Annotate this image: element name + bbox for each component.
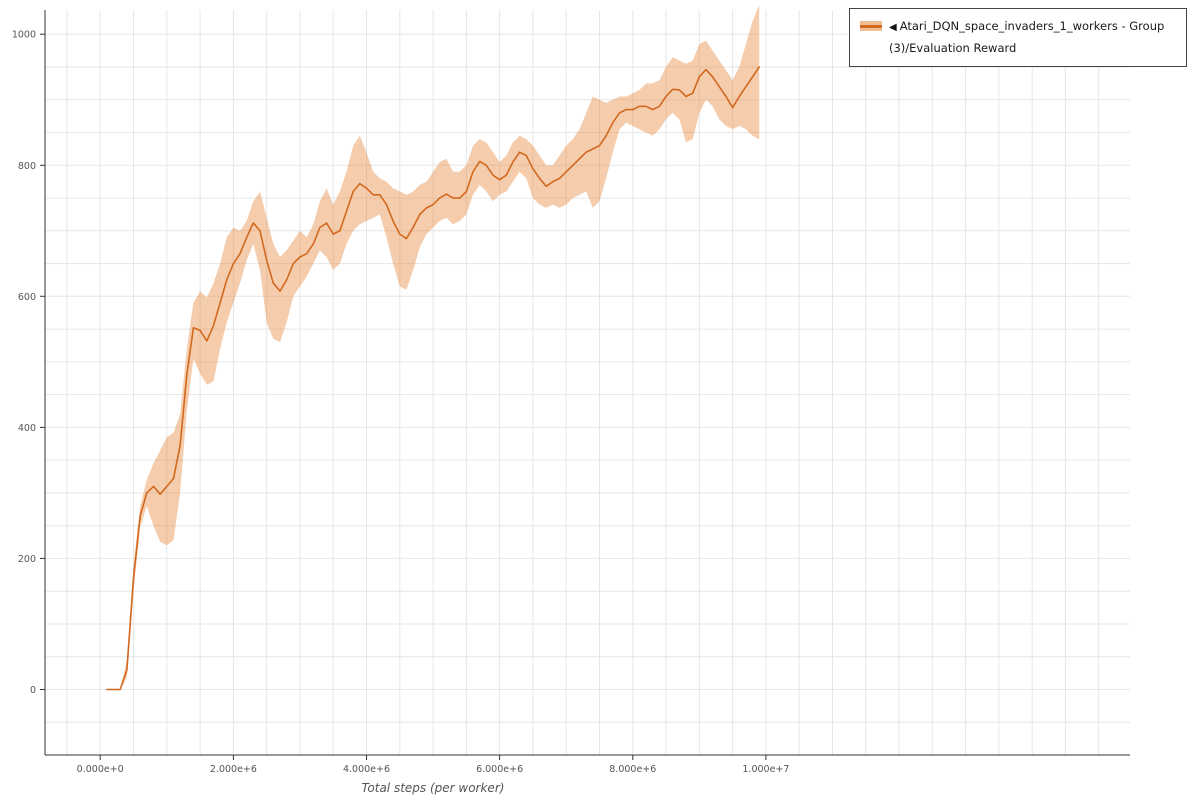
y-tick-label: 600 (18, 292, 36, 303)
x-tick-label: 1.000e+7 (742, 764, 789, 775)
gridlines (45, 10, 1130, 756)
x-tick-label: 0.000e+0 (77, 764, 124, 775)
legend-entry: ◀ Atari_DQN_space_invaders_1_workers - Gr… (889, 16, 1176, 59)
y-tick-label: 200 (18, 554, 36, 565)
axis-ticks (40, 33, 767, 760)
plot-area[interactable] (45, 10, 1130, 755)
x-axis-title: Total steps (per worker) (361, 781, 505, 795)
x-tick-label: 2.000e+6 (210, 764, 257, 775)
y-tick-label: 800 (18, 161, 36, 172)
y-tick-label: 1000 (12, 30, 36, 41)
axis-tick-labels: 0.000e+0 2.000e+6 4.000e+6 6.000e+6 8.000e+6… (12, 30, 790, 775)
axes (44, 10, 1130, 756)
y-tick-label: 0 (30, 685, 36, 696)
y-tick-label: 400 (18, 423, 36, 434)
legend-line-sample (860, 24, 882, 28)
x-tick-label: 6.000e+6 (476, 764, 523, 775)
legend[interactable]: ◀ Atari_DQN_space_invaders_1_workers - Gr… (849, 8, 1187, 67)
legend-series-label: Atari_DQN_space_invaders_1_workers - Gro… (889, 19, 1165, 55)
x-tick-label: 4.000e+6 (343, 764, 390, 775)
mean-reward-line (106, 66, 760, 691)
confidence-band (106, 4, 760, 690)
triangle-left-icon: ◀ (889, 22, 897, 33)
legend-swatch (860, 21, 882, 31)
x-tick-label: 8.000e+6 (609, 764, 656, 775)
